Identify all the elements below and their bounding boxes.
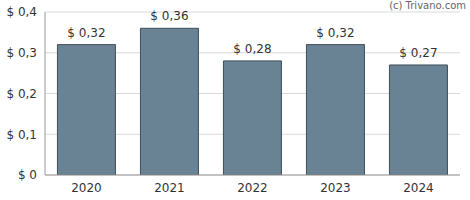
- svg-text:2024: 2024: [403, 181, 434, 195]
- svg-text:$ 0,4: $ 0,4: [8, 5, 37, 19]
- html-text:(c) Trivano.com: (c) Trivano.com: [389, 0, 466, 11]
- svg-text:$ 0,36: $ 0,36: [150, 9, 188, 23]
- svg-text:$ 0,32: $ 0,32: [316, 26, 354, 40]
- svg-text:$ 0,32: $ 0,32: [67, 26, 105, 40]
- svg-text:$ 0,1: $ 0,1: [8, 128, 37, 142]
- svg-text:2023: 2023: [320, 181, 351, 195]
- svg-text:$ 0,3: $ 0,3: [8, 46, 37, 60]
- svg-text:2020: 2020: [71, 181, 102, 195]
- svg-text:$ 0,27: $ 0,27: [399, 46, 437, 60]
- svg-text:$ 0,28: $ 0,28: [233, 42, 271, 56]
- svg-text:$ 0: $ 0: [18, 168, 37, 182]
- svg-text:$ 0,2: $ 0,2: [8, 87, 37, 101]
- svg-text:2022: 2022: [237, 181, 268, 195]
- svg-text:2021: 2021: [154, 181, 185, 195]
